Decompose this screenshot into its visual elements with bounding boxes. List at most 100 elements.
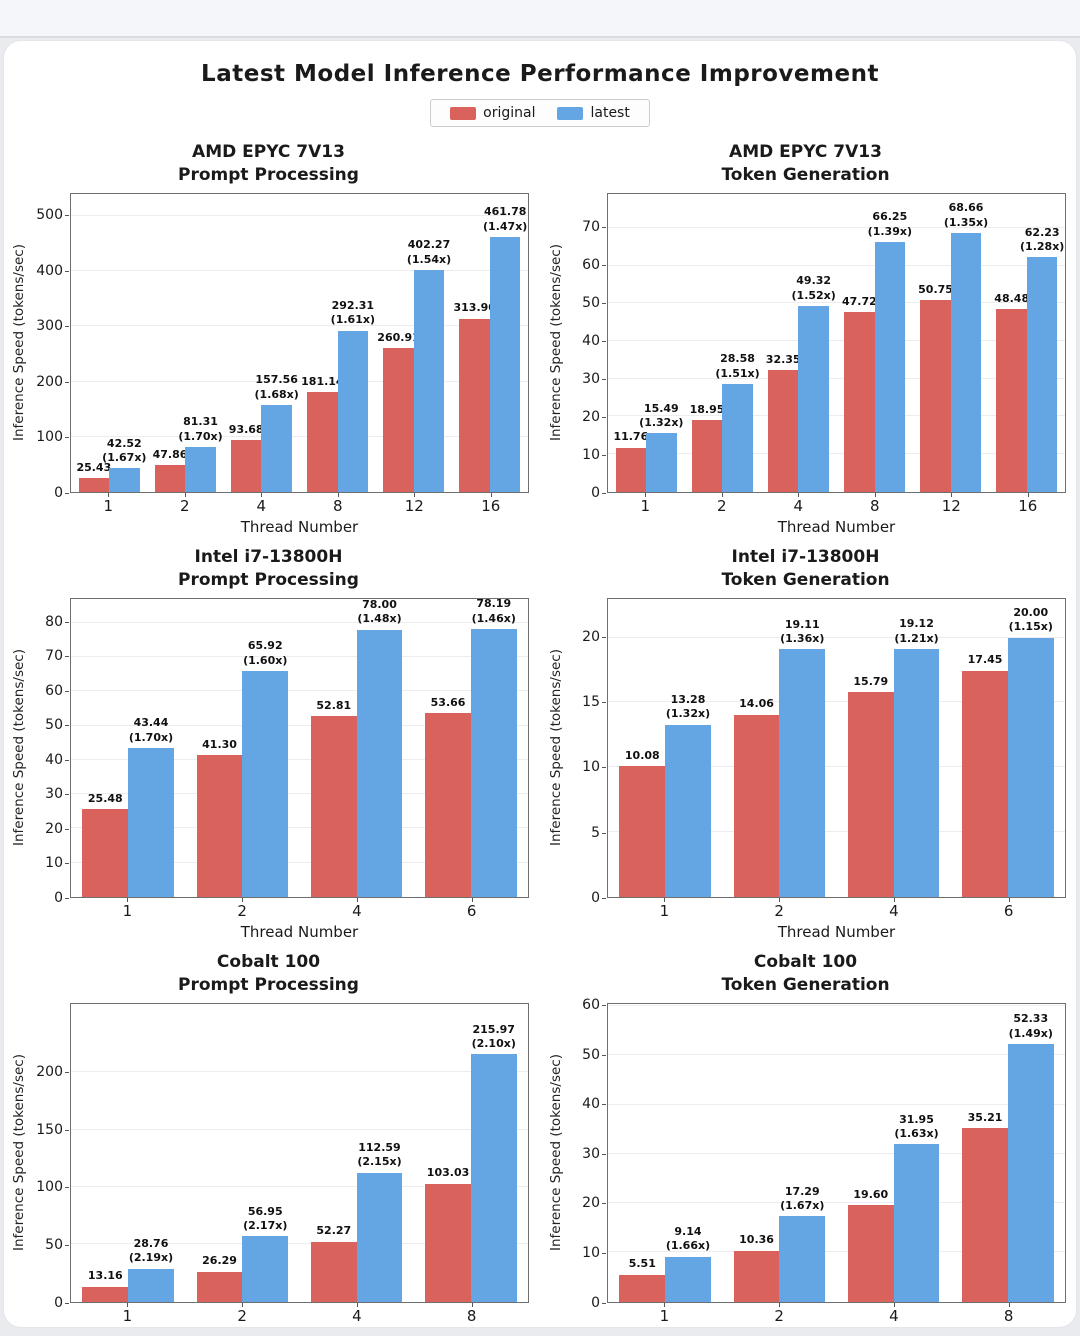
y-axis: 0 10 20 30 40 50 60 70 80 xyxy=(30,598,70,906)
latest-bar[interactable]: 20.00 (1.15x) xyxy=(1007,606,1054,897)
original-bar[interactable]: 19.60 xyxy=(847,1188,894,1302)
latest-bar[interactable]: 66.25 (1.39x) xyxy=(868,210,912,492)
y-tick-label: 0 xyxy=(54,889,69,906)
original-bar[interactable]: 14.06 xyxy=(733,697,780,897)
gridline xyxy=(608,830,1065,832)
chart-intel-i7-13800h-prompt-processing: Intel i7-13800H Prompt Processing Inferenc… xyxy=(8,546,529,947)
original-bar[interactable]: 181.14 xyxy=(301,375,344,492)
original-bar[interactable]: 41.30 xyxy=(196,738,243,897)
original-bar[interactable]: 313.90 xyxy=(453,301,496,492)
original-bar[interactable]: 52.81 xyxy=(310,699,357,897)
x-tick-label: 16 xyxy=(990,492,1067,515)
latest-bar[interactable]: 56.95 (2.17x) xyxy=(242,1205,289,1302)
x-tick-label: 8 xyxy=(837,492,914,515)
gridline xyxy=(608,340,1065,341)
y-tick-label: 20 xyxy=(45,820,69,837)
bar-value-label: 28.76 (2.19x) xyxy=(128,1237,174,1265)
latest-bar[interactable]: 9.14 (1.66x) xyxy=(665,1225,711,1302)
original-bar[interactable]: 47.86 xyxy=(153,448,187,492)
original-bar[interactable]: 35.21 xyxy=(962,1111,1008,1302)
original-bar[interactable]: 10.08 xyxy=(619,749,666,897)
latest-bar[interactable]: 17.29 (1.67x) xyxy=(779,1185,826,1302)
bar-value-label: 32.35 xyxy=(765,352,801,366)
bar-group-thread-8: 181.14 292.31 (1.61x) xyxy=(300,194,376,492)
latest-bar[interactable]: 157.56 (1.68x) xyxy=(255,373,299,492)
chart-body: Inference Speed (tokens/sec) 0 10 20 30 40 50 6… xyxy=(8,597,529,906)
latest-bar[interactable]: 13.28 (1.32x) xyxy=(665,693,711,897)
x-tick-label: 4 xyxy=(300,897,415,920)
latest-bar[interactable]: 19.12 (1.21x) xyxy=(893,617,940,897)
gridline xyxy=(71,793,528,794)
bar-group-thread-4: 19.60 31.95 (1.63x) xyxy=(837,1004,951,1302)
latest-bar[interactable]: 68.66 (1.35x) xyxy=(944,201,988,492)
original-bar[interactable]: 53.66 xyxy=(425,696,471,897)
latest-bar[interactable]: 65.92 (1.60x) xyxy=(242,639,289,897)
original-bar[interactable]: 10.36 xyxy=(733,1233,780,1302)
latest-bar[interactable]: 292.31 (1.61x) xyxy=(331,299,375,492)
bar-groups: 10.08 13.28 (1.32x) 14.06 19.11 (1.36x) 15.7… xyxy=(608,599,1065,897)
latest-bar[interactable]: 31.95 (1.63x) xyxy=(893,1113,940,1302)
original-bar[interactable]: 32.35 xyxy=(766,353,801,492)
latest-bar[interactable]: 52.33 (1.49x) xyxy=(1007,1012,1054,1302)
legend-entry-original: original xyxy=(450,105,535,121)
latest-bar[interactable]: 28.76 (2.19x) xyxy=(128,1237,174,1302)
latest-bar[interactable]: 62.23 (1.28x) xyxy=(1020,226,1064,492)
x-tick-label: 8 xyxy=(414,1302,529,1325)
x-tick-label: 16 xyxy=(453,492,530,515)
gridline xyxy=(71,690,528,692)
latest-bar[interactable]: 28.58 (1.51x) xyxy=(715,352,760,492)
original-bar[interactable]: 17.45 xyxy=(962,653,1008,897)
bar-value-label: 25.43 xyxy=(76,460,112,474)
gridline xyxy=(71,1071,528,1073)
original-bar[interactable]: 47.72 xyxy=(842,295,877,492)
bar-value-label: 78.19 (1.46x) xyxy=(471,597,516,625)
original-bar[interactable]: 25.43 xyxy=(76,461,111,492)
latest-bar[interactable]: 43.44 (1.70x) xyxy=(128,716,174,897)
original-bar[interactable]: 50.75 xyxy=(918,283,953,492)
original-bar[interactable]: 26.29 xyxy=(196,1254,243,1302)
original-bar[interactable]: 52.27 xyxy=(310,1224,357,1302)
bar-value-label: 66.25 (1.39x) xyxy=(867,210,912,238)
bar-value-label: 35.21 xyxy=(967,1110,1003,1124)
original-bar[interactable]: 5.51 xyxy=(619,1257,666,1302)
latest-bar[interactable]: 15.49 (1.32x) xyxy=(639,402,683,492)
latest-bar[interactable]: 81.31 (1.70x) xyxy=(178,415,223,492)
gridline xyxy=(608,636,1065,638)
latest-bar[interactable]: 42.52 (1.67x) xyxy=(102,437,146,492)
gridline xyxy=(608,264,1065,266)
original-bar[interactable]: 18.95 xyxy=(690,403,724,492)
y-tick-label: 20 xyxy=(582,628,606,645)
original-bar[interactable]: 48.48 xyxy=(994,292,1029,492)
gridline xyxy=(71,621,528,623)
latest-bar[interactable]: 78.19 (1.46x) xyxy=(470,597,517,897)
x-tick-label: 2 xyxy=(147,492,224,515)
latest-bar[interactable]: 112.59 (2.15x) xyxy=(356,1141,403,1302)
x-tick-label: 4 xyxy=(837,897,952,920)
x-tick-label: 2 xyxy=(185,1302,300,1325)
original-bar[interactable]: 260.91 xyxy=(377,331,420,492)
original-bar[interactable]: 25.48 xyxy=(82,792,129,897)
latest-bar[interactable]: 49.32 (1.52x) xyxy=(792,274,836,492)
bar-group-thread-1: 5.51 9.14 (1.66x) xyxy=(608,1004,722,1302)
latest-bar[interactable]: 461.78 (1.47x) xyxy=(483,205,527,492)
original-bar[interactable]: 93.68 xyxy=(229,423,264,492)
bar-value-label: 19.11 (1.36x) xyxy=(780,617,825,645)
latest-bar[interactable]: 402.27 (1.54x) xyxy=(407,238,451,492)
original-bar[interactable]: 15.79 xyxy=(847,675,894,897)
original-bar[interactable]: 103.03 xyxy=(425,1166,471,1302)
bar-group-thread-16: 48.48 62.23 (1.28x) xyxy=(989,194,1065,492)
x-tick-label: 8 xyxy=(300,492,377,515)
x-tick-label: 1 xyxy=(607,1302,722,1325)
original-bar[interactable]: 11.76 xyxy=(613,430,648,492)
latest-bar[interactable]: 215.97 (2.10x) xyxy=(470,1023,517,1302)
latest-bar[interactable]: 19.11 (1.36x) xyxy=(779,618,826,897)
original-bar[interactable]: 13.16 xyxy=(82,1269,129,1302)
bar-value-label: 10.08 xyxy=(624,748,660,762)
figure-card: Latest Model Inference Performance Impro… xyxy=(3,40,1077,1328)
gridline xyxy=(608,1202,1065,1204)
plot-area: 11.76 15.49 (1.32x) 18.95 28.58 (1.51x) 32.3… xyxy=(607,192,1066,493)
latest-bar[interactable]: 78.00 (1.48x) xyxy=(356,598,403,897)
y-axis-label: Inference Speed (tokens/sec) xyxy=(11,1054,27,1252)
bar-group-thread-2: 10.36 17.29 (1.67x) xyxy=(722,1004,836,1302)
top-strip xyxy=(0,0,1080,38)
